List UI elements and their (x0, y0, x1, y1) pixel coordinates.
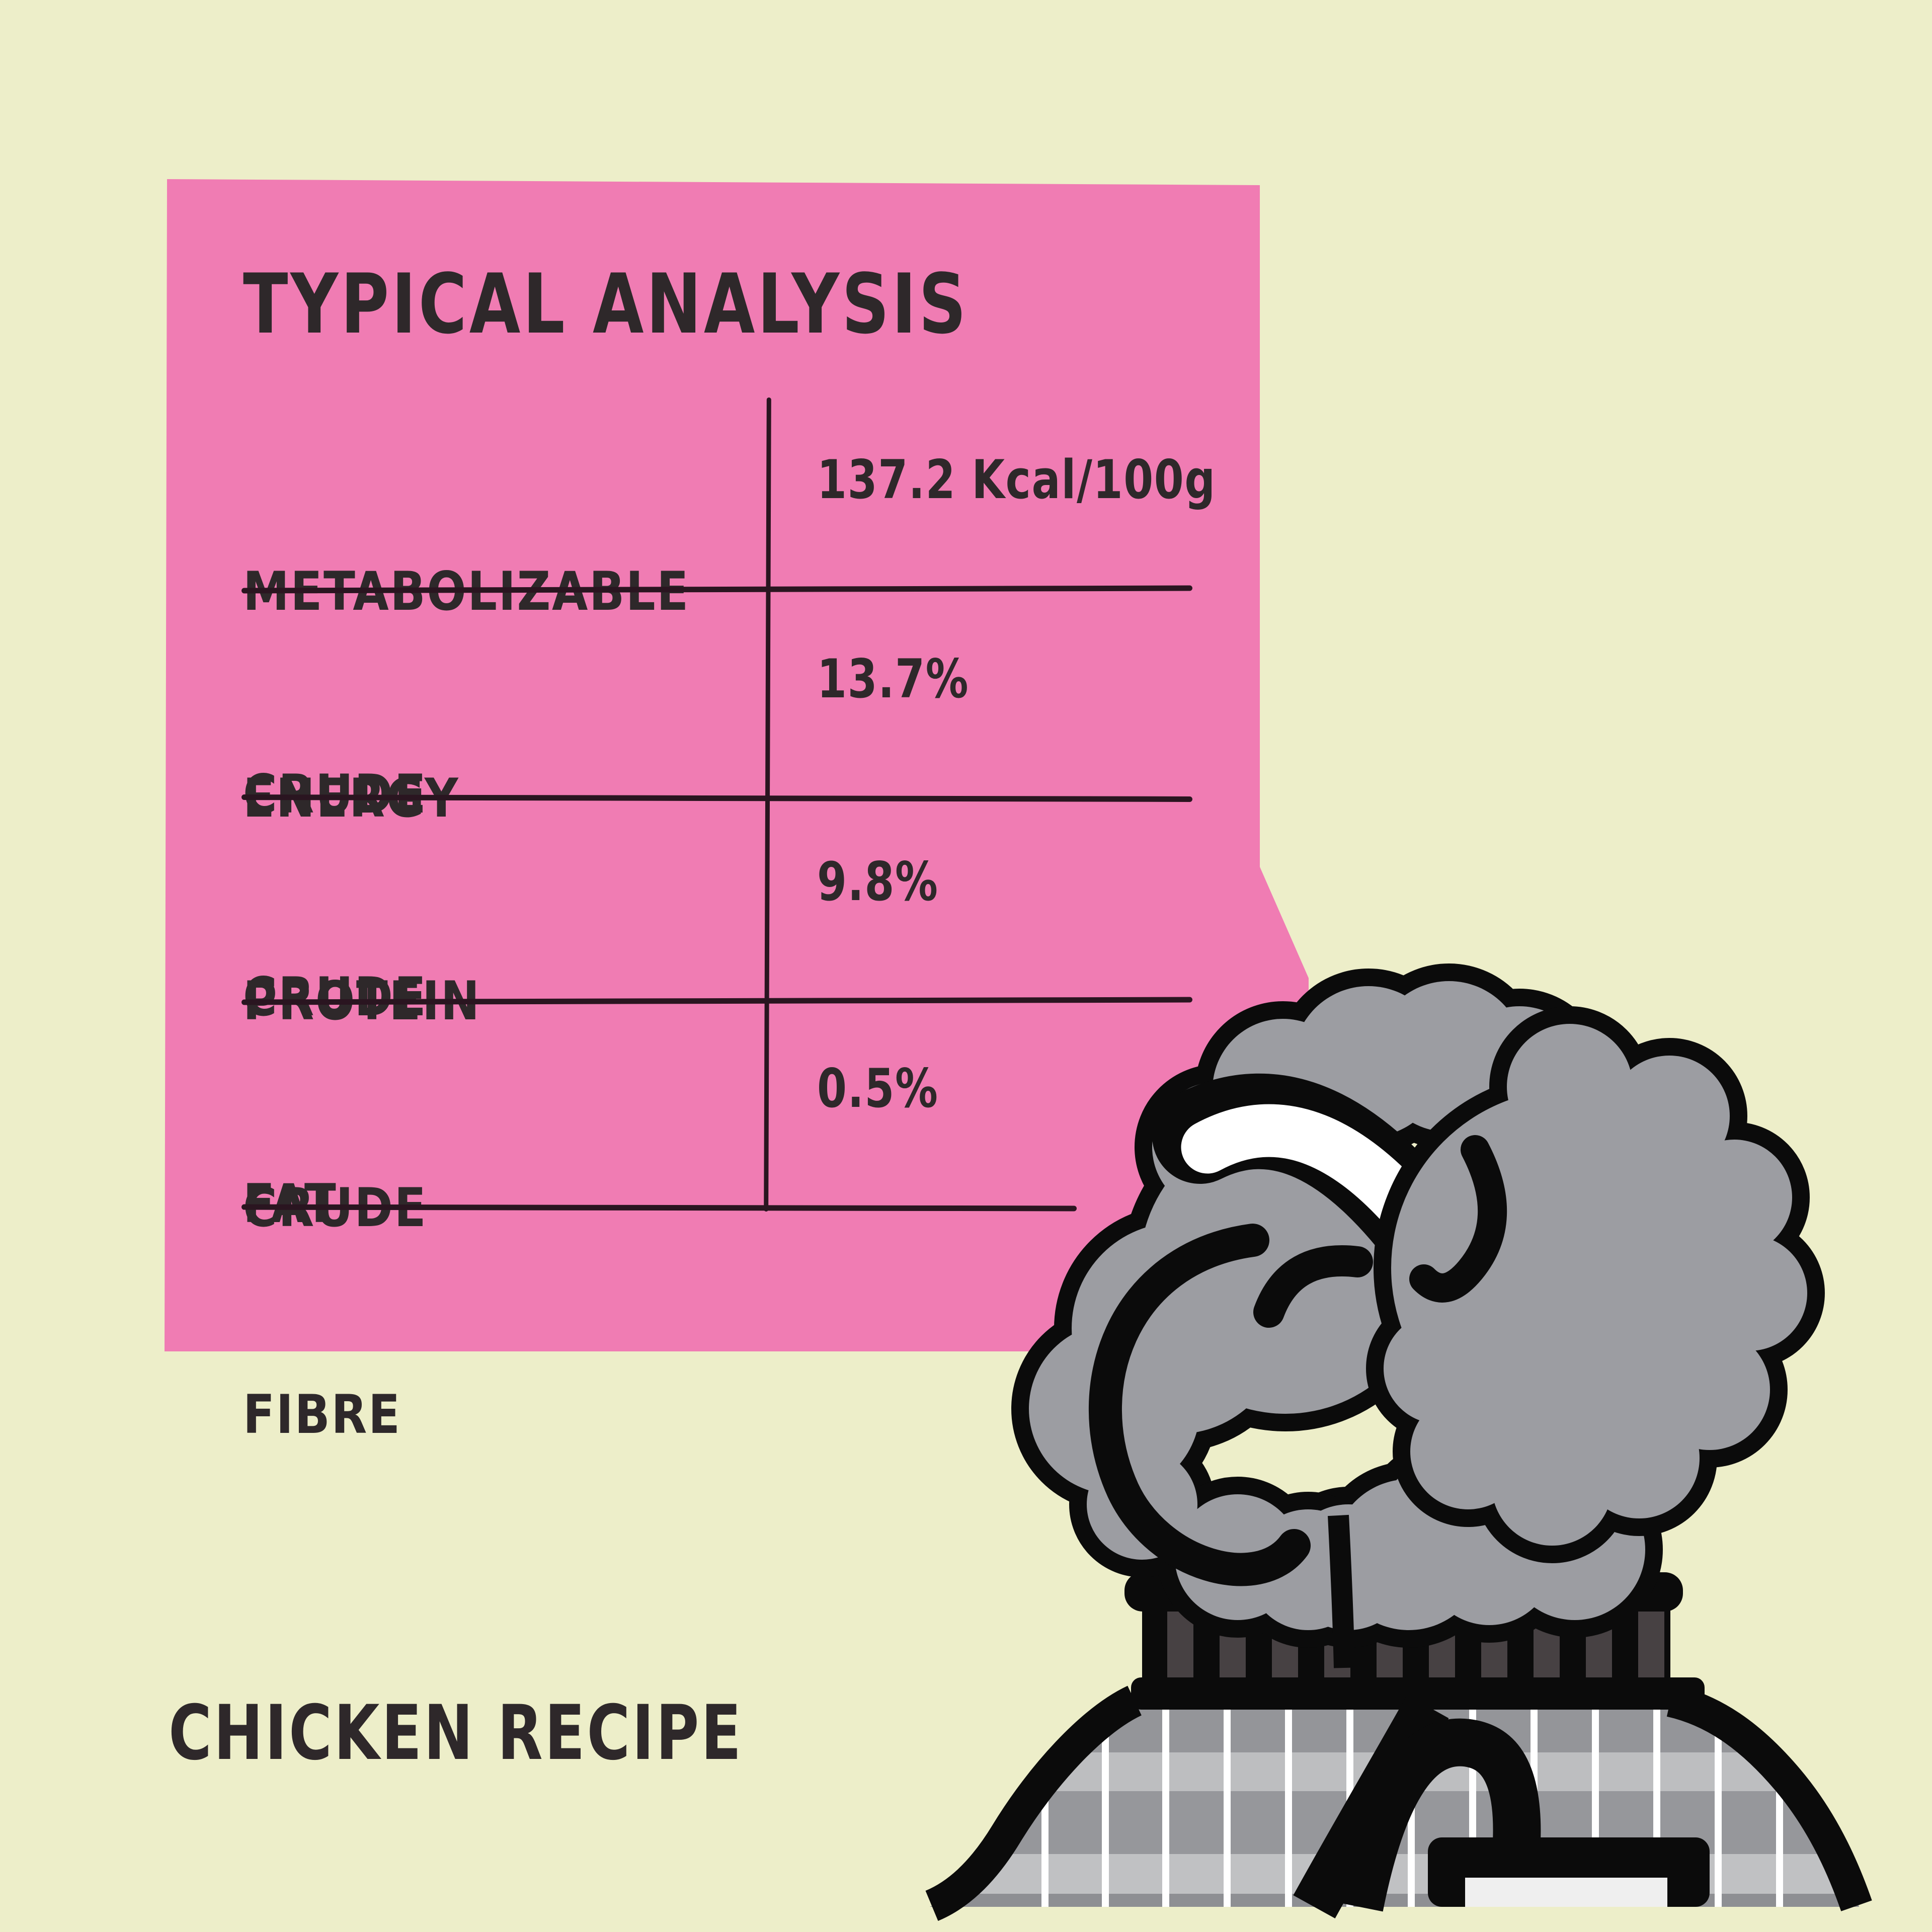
row-value-metabolizable-energy: 137.2 Kcal/100g (817, 449, 1216, 511)
lanyard-front-cord (1328, 1514, 1355, 1668)
label-line: FIBRE (243, 1384, 401, 1445)
sweater-left-outline (925, 1685, 1142, 1921)
row-value-crude-fibre: 0.5% (817, 1058, 939, 1119)
label-line: FAT (243, 1173, 338, 1235)
closed-eye (1253, 1245, 1373, 1328)
label-line: CRUDE (243, 966, 428, 1028)
sweater-right-outline (1666, 1684, 1872, 1911)
row-label-crude-fat: CRUDE FAT (243, 825, 427, 1307)
id-card (1428, 1837, 1710, 1907)
row-value-crude-protein: 13.7% (817, 648, 970, 710)
lanyard-cord (1293, 1695, 1541, 1918)
id-card-face (1465, 1878, 1667, 1907)
lanyard-loop-strap (1336, 1718, 1541, 1912)
collar-bottom-band (1131, 1677, 1705, 1710)
ear-curl-line (1409, 1135, 1507, 1303)
muzzle-smile-line (1088, 1224, 1311, 1586)
label-line: CRUDE (243, 763, 428, 825)
row-value-crude-fat: 9.8% (817, 851, 939, 913)
panel-title: TYPICAL ANALYSIS (243, 256, 969, 352)
recipe-name-label: CHICKEN RECIPE (169, 1689, 744, 1777)
